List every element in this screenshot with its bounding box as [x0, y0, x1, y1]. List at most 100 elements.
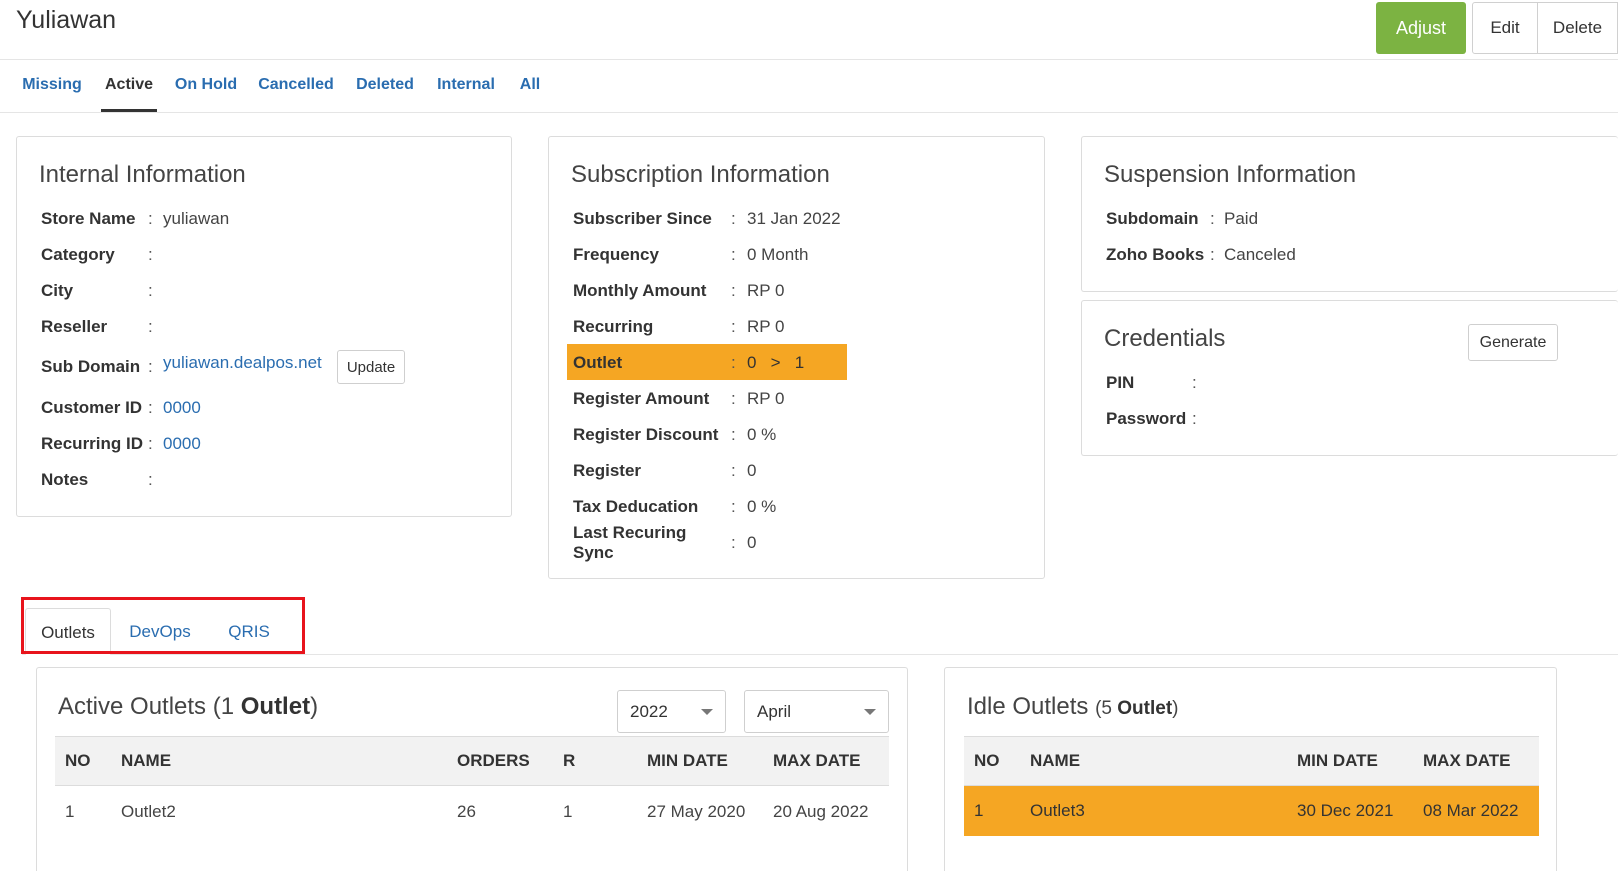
tab-active[interactable]: Active — [101, 62, 157, 112]
row-colon: : — [731, 425, 736, 444]
page-title: Yuliawan — [16, 6, 117, 34]
row-colon: : — [731, 209, 736, 228]
row-value: yuliawan — [163, 209, 230, 228]
subdomain-link[interactable]: yuliawan.dealpos.net — [163, 353, 322, 372]
idle-outlets-panel: Idle Outlets (5 Outlet) NO NAME MIN DATE… — [944, 667, 1557, 871]
column-header: NAME — [1030, 751, 1081, 770]
row-colon: : — [731, 245, 736, 264]
update-button[interactable]: Update — [337, 350, 405, 384]
title-suffix: ) — [1172, 698, 1179, 719]
row-label: Recurring — [573, 317, 654, 336]
table-row[interactable]: 1 Outlet3 30 Dec 2021 08 Mar 2022 — [964, 786, 1539, 836]
row-colon: : — [148, 357, 153, 376]
panel-title: Suspension Information — [1104, 161, 1357, 188]
row-value: 0 % — [747, 425, 777, 444]
info-row: Recurring ID : 0000 — [41, 432, 201, 456]
info-row: Notes : — [41, 468, 163, 492]
tab-qris[interactable]: QRIS — [228, 622, 270, 641]
row-label: Recurring ID — [41, 434, 144, 453]
adjust-button[interactable]: Adjust — [1376, 2, 1466, 54]
recurring-id-link[interactable]: 0000 — [163, 434, 201, 453]
row-colon: : — [148, 317, 153, 336]
row-value: 0 Month — [747, 245, 809, 264]
row-value: 31 Jan 2022 — [747, 209, 841, 228]
idle-outlets-title: Idle Outlets (5 Outlet) — [967, 693, 1178, 721]
customer-id-link[interactable]: 0000 — [163, 398, 201, 417]
row-colon: : — [148, 209, 153, 228]
row-label: Password — [1106, 409, 1187, 428]
info-row: Category : — [41, 243, 163, 267]
row-label: Category — [41, 245, 115, 264]
row-label: Notes — [41, 470, 89, 489]
cell-max-date: 08 Mar 2022 — [1423, 801, 1519, 820]
row-value: 0 — [747, 533, 757, 552]
generate-button[interactable]: Generate — [1468, 324, 1558, 361]
cell-name: Outlet2 — [121, 802, 176, 821]
info-row: Last Recuring Sync : 0 — [573, 523, 757, 562]
column-header: ORDERS — [457, 751, 530, 770]
info-row: Sub Domain : yuliawan.dealpos.net — [41, 353, 322, 379]
row-colon: : — [731, 281, 736, 300]
row-label: Reseller — [41, 317, 108, 336]
title-bold: Outlet — [1117, 698, 1173, 719]
info-row: Reseller : — [41, 315, 163, 339]
info-row: Zoho Books : Canceled — [1106, 243, 1296, 267]
panel-title: Internal Information — [39, 161, 246, 188]
info-row: Password : — [1106, 407, 1206, 431]
outlet-row: Outlet : 0 > 1 — [573, 351, 804, 375]
cell-orders: 26 — [457, 802, 476, 821]
row-colon: : — [731, 317, 736, 336]
page-header: Yuliawan Adjust Edit Delete — [0, 0, 1618, 60]
month-select-value: April — [757, 702, 792, 721]
subscription-information-panel: Subscription Information Subscriber Sinc… — [548, 136, 1045, 579]
tab-cancelled[interactable]: Cancelled — [258, 76, 334, 93]
row-label: Last Recuring Sync — [573, 523, 687, 562]
row-value: Paid — [1224, 209, 1259, 228]
info-row: Subdomain : Paid — [1106, 207, 1258, 231]
tab-missing[interactable]: Missing — [22, 76, 82, 93]
info-row: Register : 0 — [573, 459, 756, 483]
column-header: R — [563, 751, 576, 770]
info-row: Tax Deducation : 0 % — [573, 495, 776, 519]
row-colon: : — [148, 398, 153, 417]
row-label: Register Amount — [573, 389, 710, 408]
title-count: (5 — [1095, 698, 1118, 719]
cell-no: 1 — [65, 802, 75, 821]
row-colon: : — [731, 533, 736, 552]
row-label: Tax Deducation — [573, 497, 699, 516]
column-header: NO — [65, 751, 91, 770]
tab-internal[interactable]: Internal — [437, 76, 495, 93]
row-label: Register Discount — [573, 425, 719, 444]
cell-max-date: 20 Aug 2022 — [773, 802, 869, 821]
edit-button[interactable]: Edit — [1472, 2, 1538, 54]
tab-outlets[interactable]: Outlets — [25, 608, 111, 655]
column-header: MAX DATE — [1423, 751, 1511, 770]
row-colon: : — [1210, 209, 1215, 228]
table-row[interactable]: 1 Outlet2 26 1 27 May 2020 20 Aug 2022 — [55, 786, 889, 838]
cell-min-date: 30 Dec 2021 — [1297, 801, 1394, 820]
tab-all[interactable]: All — [519, 76, 541, 93]
info-row: Subscriber Since : 31 Jan 2022 — [573, 207, 841, 231]
month-select[interactable]: April — [744, 690, 889, 733]
highlight-annotation-box — [21, 597, 305, 654]
year-select[interactable]: 2022 — [617, 690, 726, 733]
row-value: Canceled — [1224, 245, 1296, 264]
tab-on-hold[interactable]: On Hold — [174, 76, 238, 93]
tab-deleted[interactable]: Deleted — [356, 76, 414, 93]
year-select-value: 2022 — [630, 702, 668, 721]
delete-button[interactable]: Delete — [1538, 2, 1618, 54]
row-label: Sub Domain — [41, 357, 141, 376]
row-value: 0 % — [747, 497, 777, 516]
status-tabs: Missing Active On Hold Cancelled Deleted… — [0, 62, 1618, 113]
column-header: NO — [974, 751, 1000, 770]
column-header: MIN DATE — [1297, 751, 1378, 770]
info-row: Recurring : RP 0 — [573, 315, 785, 339]
cell-min-date: 27 May 2020 — [647, 802, 746, 821]
title-bold: Outlet — [240, 693, 311, 720]
panel-title: Credentials — [1104, 325, 1226, 352]
row-label: Subscriber Since — [573, 209, 712, 228]
tab-devops[interactable]: DevOps — [129, 622, 191, 641]
info-row: Store Name : yuliawan — [41, 207, 229, 231]
row-label: Zoho Books — [1106, 245, 1205, 264]
info-row: City : — [41, 279, 163, 303]
